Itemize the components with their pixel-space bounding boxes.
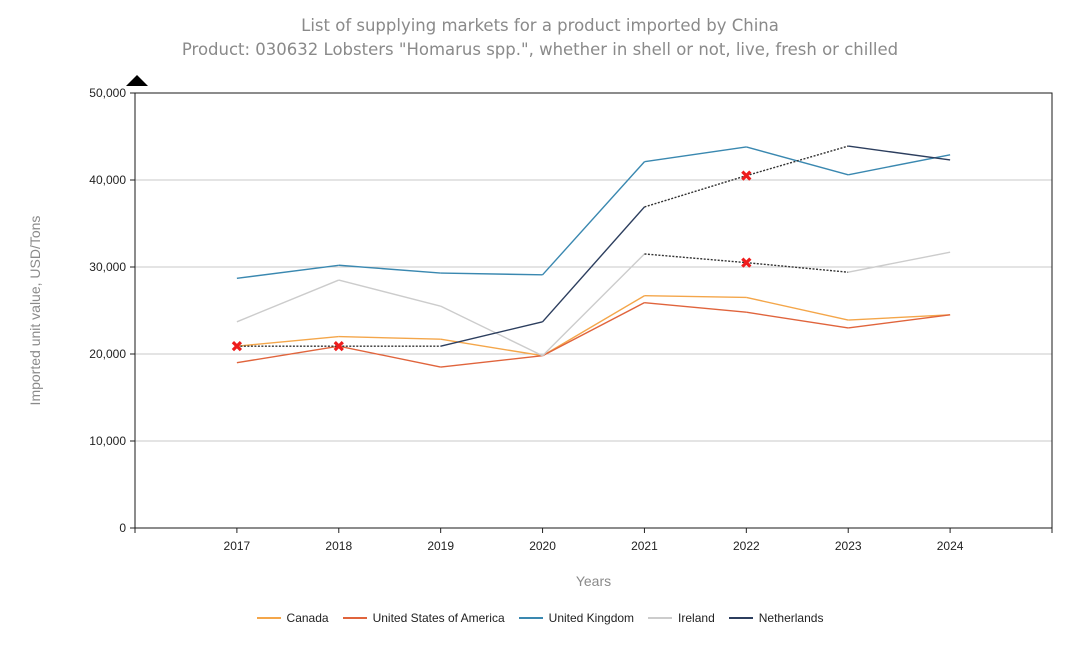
legend-swatch	[518, 617, 543, 619]
x-tick-label: 2022	[733, 539, 760, 553]
legend-item: United Kingdom	[518, 611, 635, 625]
legend-label: United Kingdom	[548, 611, 635, 625]
line-segment	[236, 335, 339, 347]
line-segment-estimated	[644, 253, 747, 264]
line-segment	[338, 279, 441, 307]
x-tick-label: 2017	[224, 539, 251, 553]
line-segment	[440, 321, 543, 347]
y-tick-label: 40,000	[89, 173, 126, 187]
line-segment-estimated	[644, 174, 747, 208]
chart-title-block: List of supplying markets for a product …	[0, 14, 1080, 62]
x-axis-label: Years	[576, 573, 611, 589]
legend-swatch	[256, 617, 281, 619]
plot-frame	[134, 92, 1053, 529]
line-segment	[440, 338, 543, 357]
legend: Canada United States of America United Kin…	[0, 611, 1080, 625]
line-segment	[644, 301, 747, 313]
y-tick-label: 50,000	[89, 86, 126, 100]
line-segment	[440, 272, 543, 276]
line-segment	[848, 314, 951, 329]
y-axis-label: Imported unit value, USD/Tons	[27, 216, 43, 406]
estimated-point-marker-icon	[231, 341, 243, 352]
y-tick-label: 0	[119, 521, 126, 535]
line-segment	[848, 314, 951, 321]
legend-item: Netherlands	[728, 611, 824, 625]
chart-subtitle: Product: 030632 Lobsters "Homarus spp.",…	[181, 40, 899, 59]
line-segment	[542, 161, 645, 276]
legend-label: Netherlands	[758, 611, 824, 625]
legend-label: Ireland	[678, 611, 715, 625]
line-segment	[542, 253, 645, 357]
chart-title: List of supplying markets for a product …	[301, 16, 779, 35]
x-tick-label: 2024	[937, 539, 964, 553]
y-tick-label: 10,000	[89, 434, 126, 448]
line-segment	[236, 345, 339, 364]
legend-label: United States of America	[372, 611, 505, 625]
x-tick-label: 2023	[835, 539, 862, 553]
line-segment-estimated	[746, 145, 849, 177]
legend-item: Ireland	[648, 611, 715, 625]
series-canada	[236, 295, 951, 357]
line-segment	[848, 145, 951, 161]
line-chart: 0 10,000 20,000 30,000 40,000 50,000 2017 2018 2…	[27, 75, 1053, 589]
estimated-point-marker-icon	[741, 257, 752, 268]
legend-label: Canada	[286, 611, 329, 625]
estimated-point-marker-icon	[741, 170, 752, 181]
line-segment-estimated	[746, 261, 849, 273]
legend-swatch	[728, 617, 753, 619]
line-segment	[746, 296, 849, 321]
x-tick-label: 2020	[529, 539, 556, 553]
line-segment	[848, 251, 951, 273]
line-segment	[644, 295, 747, 299]
legend-swatch	[342, 617, 367, 619]
line-segment	[338, 335, 441, 340]
line-segment	[542, 295, 645, 357]
legend-item: Canada	[256, 611, 329, 625]
line-segment	[542, 206, 645, 323]
legend-swatch	[648, 617, 673, 619]
estimated-point-marker-icon	[333, 341, 344, 352]
x-tick-label: 2019	[427, 539, 454, 553]
series-united-states-of-america	[236, 301, 951, 368]
legend-item: United States of America	[342, 611, 505, 625]
y-axis-arrow-icon	[126, 75, 148, 86]
x-tick-label: 2021	[631, 539, 658, 553]
line-segment	[236, 264, 339, 280]
line-segment	[440, 355, 543, 368]
line-segment	[746, 311, 849, 329]
series-ireland	[236, 251, 951, 357]
y-tick-label: 20,000	[89, 347, 126, 361]
line-segment	[338, 264, 441, 274]
series-united-kingdom	[236, 146, 951, 280]
series-netherlands	[231, 145, 951, 352]
line-segment	[338, 345, 441, 368]
line-segment	[542, 302, 645, 357]
x-tick-label: 2018	[325, 539, 352, 553]
line-segment	[644, 146, 747, 163]
y-tick-label: 30,000	[89, 260, 126, 274]
line-segment	[440, 305, 543, 357]
line-segment	[236, 279, 340, 323]
